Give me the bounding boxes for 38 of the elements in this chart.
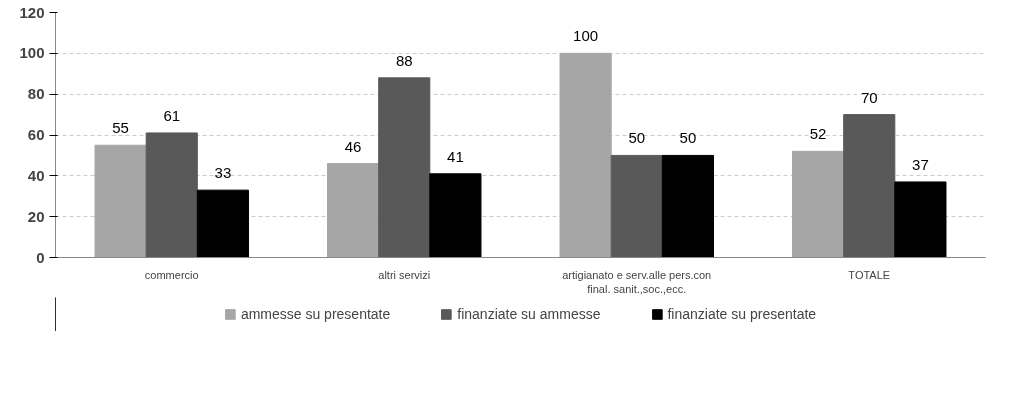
legend-label: finanziate su presentate (667, 306, 817, 322)
bar (94, 144, 147, 258)
bar (843, 114, 896, 258)
data-label: 55 (112, 119, 129, 137)
bar (378, 77, 431, 258)
bar (327, 163, 380, 258)
x-tick-label: commercio (144, 268, 199, 281)
data-label: 61 (163, 106, 181, 124)
y-tick-label: 100 (19, 44, 45, 62)
bar (894, 181, 947, 258)
data-label: 46 (344, 137, 362, 155)
data-label: 52 (809, 125, 827, 143)
bar (661, 154, 714, 258)
bar (145, 132, 198, 258)
y-tick-label: 0 (36, 248, 45, 266)
data-label: 100 (573, 27, 599, 45)
data-label: 88 (395, 51, 413, 69)
y-tick-label: 60 (27, 126, 45, 143)
y-tick-label: 120 (19, 3, 45, 21)
bar (196, 189, 249, 258)
bar (610, 154, 663, 258)
y-tick-label: 20 (27, 207, 45, 225)
data-label: 37 (912, 155, 929, 173)
data-label: 50 (679, 129, 697, 147)
data-label: 50 (628, 129, 646, 147)
y-tick-label: 40 (27, 166, 45, 184)
x-tick-label: altri servizi (378, 268, 431, 281)
data-label: 33 (214, 164, 232, 182)
bar (559, 52, 612, 258)
data-label: 70 (860, 88, 878, 106)
legend-label: finanziate su ammesse (457, 306, 601, 322)
bar (429, 173, 482, 258)
bar (792, 150, 845, 258)
y-tick-label: 80 (27, 85, 45, 103)
x-tick-label: TOTALE (848, 268, 891, 281)
legend-label: ammesse su presentate (240, 306, 391, 322)
x-tick-label: artigianato e serv.alle pers.con final. sanit.,soc.,ecc. (562, 268, 712, 295)
data-label: 41 (447, 147, 464, 165)
